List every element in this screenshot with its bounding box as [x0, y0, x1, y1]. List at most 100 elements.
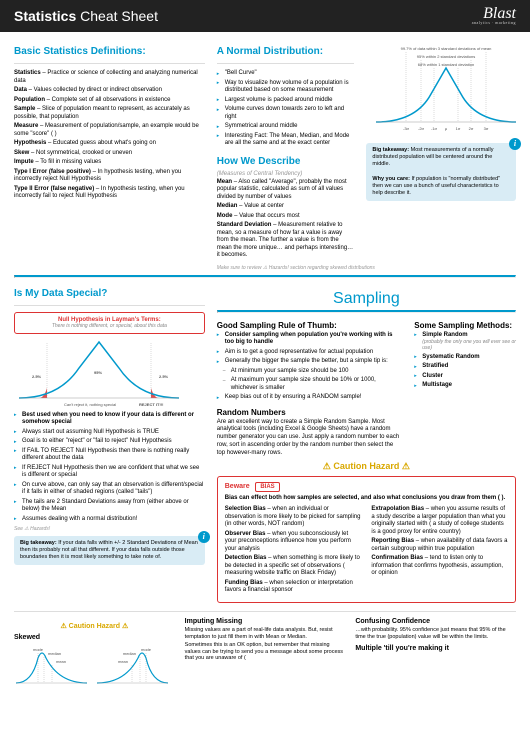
- skewed-heading: Skewed: [14, 634, 175, 641]
- rule-bullets: Consider sampling when population you're…: [217, 332, 403, 366]
- svg-text:mode: mode: [33, 647, 44, 652]
- methods-list: Simple Random(probably the only one you …: [414, 332, 516, 390]
- bias-item: Reporting Bias – when availability of da…: [371, 538, 508, 553]
- normal-bullets: "Bell Curve" Way to visualize how volume …: [217, 70, 355, 148]
- null-hyp-box: Null Hypothesis in Layman's Terms: There…: [14, 312, 205, 334]
- svg-text:μ: μ: [445, 126, 448, 131]
- describe-heading: How We Describe: [217, 156, 355, 167]
- normal-bullet: Largest volume is packed around middle: [225, 97, 355, 105]
- rule-sub-bullet: At maximum your sample size should be 10…: [231, 377, 403, 392]
- svg-text:mean: mean: [56, 659, 66, 664]
- special-callout: i Big takeaway: If your data falls withi…: [14, 536, 205, 565]
- def-item: Population – Complete set of all observa…: [14, 97, 205, 105]
- svg-text:-2σ: -2σ: [418, 126, 425, 131]
- normal-dist-chart: 99.7% of data within 3 standard deviatio…: [366, 44, 526, 139]
- svg-text:68% within 1 standard deviatio: 68% within 1 standard deviation: [418, 62, 474, 67]
- multiple-heading: Multiple 'till you're making it: [355, 645, 516, 652]
- rule-head: Good Sampling Rule of Thumb:: [217, 321, 403, 330]
- rule-bullet: Aim is to get a good representative for …: [225, 349, 403, 357]
- normal-bullet: "Bell Curve": [225, 70, 355, 78]
- special-bullets: Best used when you need to know if your …: [14, 412, 205, 524]
- describe-list: Mean – Also called "Average", probably t…: [217, 179, 355, 260]
- sampling-heading: Sampling: [217, 290, 516, 308]
- special-bullet: Always start out assuming Null Hypothesi…: [22, 429, 205, 437]
- bias-item: Confirmation Bias – tend to listen only …: [371, 555, 508, 578]
- special-heading: Is My Data Special?: [14, 288, 205, 299]
- method-item: Stratified: [422, 363, 516, 371]
- special-bullet: The tails are 2 Standard Deviations away…: [22, 499, 205, 514]
- methods-head: Some Sampling Methods:: [414, 321, 516, 330]
- rule-sub-bullets: At minimum your sample size should be 10…: [217, 368, 403, 393]
- rule-last: Keep bias out of it by ensuring a RANDOM…: [225, 394, 403, 402]
- special-bullet: Best used when you need to know if your …: [22, 412, 205, 427]
- svg-text:mode: mode: [141, 647, 152, 652]
- svg-text:95% within 2 standard deviatio: 95% within 2 standard deviations: [417, 54, 475, 59]
- defs-heading: Basic Statistics Definitions:: [14, 46, 205, 57]
- svg-text:1σ: 1σ: [456, 126, 461, 131]
- method-item: Simple Random(probably the only one you …: [422, 332, 516, 352]
- def-item: Type I Error (false positive) – In hypot…: [14, 169, 205, 184]
- special-bullet: Assumes dealing with a normal distributi…: [22, 516, 205, 524]
- imputing-p1: Missing values are a part of real-life d…: [185, 627, 346, 641]
- normal-bullet: Volume curves down towards zero to left …: [225, 106, 355, 121]
- svg-text:3σ: 3σ: [484, 126, 489, 131]
- svg-text:median: median: [123, 651, 136, 656]
- normal-bullet: Symmetrical around middle: [225, 123, 355, 131]
- svg-text:mean: mean: [118, 659, 128, 664]
- special-bullet: If REJECT Null Hypothesis then we are co…: [22, 465, 205, 480]
- rand-head: Random Numbers: [217, 408, 403, 417]
- def-item: Impute – To fill in missing values: [14, 159, 205, 167]
- svg-text:Can't reject it, nothing speci: Can't reject it, nothing special: [64, 402, 116, 407]
- describe-sub: (Measures of Central Tendency): [217, 171, 355, 177]
- svg-text:REJECT IT!!!: REJECT IT!!!: [139, 402, 163, 407]
- rule-sub-bullet: At minimum your sample size should be 10…: [231, 368, 403, 376]
- def-item: Hypothesis – Educated guess about what's…: [14, 140, 205, 148]
- normal-bullet: Interesting Fact: The Mean, Median, and …: [225, 133, 355, 148]
- confidence-p1: …with probability. 95% confidence just m…: [355, 627, 516, 641]
- describe-footnote: Make sure to review ⚠ Hazards! section r…: [217, 265, 516, 271]
- confidence-heading: Confusing Confidence: [355, 618, 516, 625]
- method-item: Multistage: [422, 382, 516, 390]
- reject-curve: 2.5% 95% 2.5% Can't reject it, nothing s…: [14, 338, 184, 408]
- def-item: Data – Values collected by direct or ind…: [14, 87, 205, 95]
- skew-charts: mode median mean mode median mean: [14, 643, 175, 688]
- svg-text:median: median: [48, 651, 61, 656]
- svg-text:95%: 95%: [94, 370, 102, 375]
- info-icon: i: [198, 531, 210, 543]
- describe-item: Median – Value at center: [217, 203, 355, 211]
- method-item: Systematic Random: [422, 354, 516, 362]
- svg-text:-3σ: -3σ: [403, 126, 410, 131]
- bias-item: Detection Bias – when something is more …: [225, 555, 362, 578]
- imputing-p2: Sometimes this is an OK option, but reme…: [185, 642, 346, 663]
- hazard-heading: ⚠ Caution Hazard ⚠: [217, 461, 516, 472]
- rule-bullet: Generally the bigger the sample the bett…: [225, 358, 403, 366]
- def-item: Skew – Not symmetrical, crooked or uneve…: [14, 150, 205, 158]
- special-bullet: If FAIL TO REJECT Null Hypothesis then t…: [22, 448, 205, 463]
- info-icon: i: [509, 138, 521, 150]
- page-title: Statistics Cheat Sheet: [14, 8, 158, 24]
- rand-body: Are an excellent way to create a Simple …: [217, 419, 403, 458]
- hazard-box: Beware BIAS Bias can effect both how sam…: [217, 476, 516, 603]
- svg-text:99.7% of data within 3 standar: 99.7% of data within 3 standard deviatio…: [401, 46, 492, 51]
- bias-item: Observer Bias – when you subconsciously …: [225, 531, 362, 554]
- logo: Blast analytics · marketing: [472, 8, 516, 24]
- def-item: Measure – Measurement of population/samp…: [14, 123, 205, 138]
- defs-list: Statistics – Practice or science of coll…: [14, 70, 205, 201]
- special-bullet: Goal is to either "reject" or "fail to r…: [22, 438, 205, 446]
- imputing-heading: Imputing Missing: [185, 618, 346, 625]
- svg-text:2.5%: 2.5%: [159, 374, 169, 379]
- special-bullet: On curve above, can only say that an obs…: [22, 482, 205, 497]
- see-hazards: See ⚠ Hazards!: [14, 526, 205, 532]
- bias-item: Selection Bias – when an individual or o…: [225, 506, 362, 529]
- svg-text:2.5%: 2.5%: [32, 374, 42, 379]
- describe-item: Mean – Also called "Average", probably t…: [217, 179, 355, 202]
- method-item: Cluster: [422, 373, 516, 381]
- header: Statistics Cheat Sheet Blast analytics ·…: [0, 0, 530, 32]
- bias-item: Extrapolation Bias – when you assume res…: [371, 506, 508, 536]
- rule-bullet: Consider sampling when population you're…: [225, 332, 403, 347]
- describe-item: Standard Deviation – Measurement relativ…: [217, 222, 355, 260]
- describe-item: Mode – Value that occurs most: [217, 213, 355, 221]
- svg-text:-1σ: -1σ: [431, 126, 438, 131]
- svg-text:2σ: 2σ: [469, 126, 474, 131]
- normal-bullet: Way to visualize how volume of a populat…: [225, 80, 355, 95]
